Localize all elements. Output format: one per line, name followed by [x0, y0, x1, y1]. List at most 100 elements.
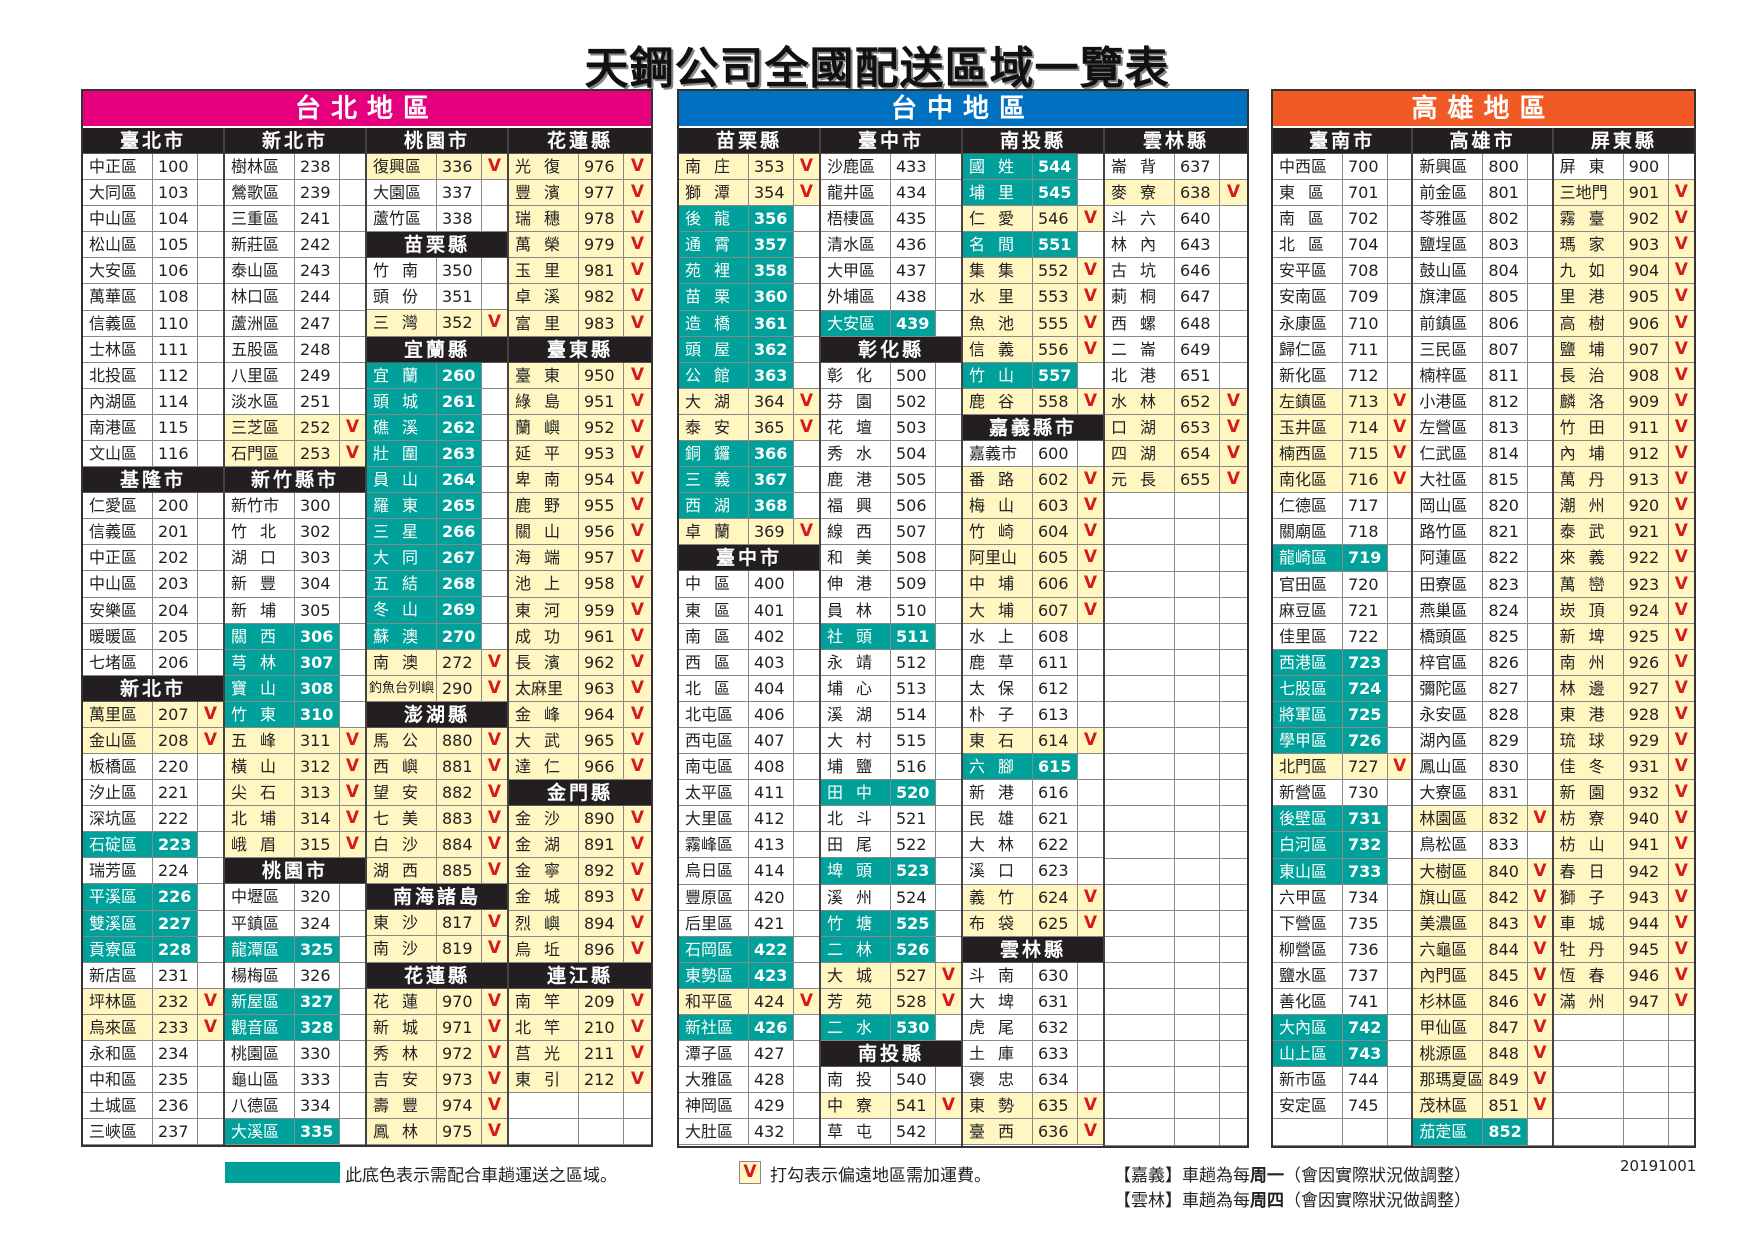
district-name: 小港區 [1413, 388, 1484, 414]
postal-code: 360 [749, 284, 794, 310]
district-row: 琉球 929 V [1553, 728, 1694, 755]
district-row: 尖石 313 V [225, 780, 365, 807]
postal-code: 248 [295, 336, 340, 362]
remote-check-icon: V [1078, 1093, 1103, 1119]
district-row: 鳳山區 830 [1413, 754, 1552, 781]
postal-code: 942 [1623, 858, 1669, 884]
district-row: 苑裡 358 [679, 258, 819, 285]
check-cell [1528, 832, 1551, 857]
district-name: 民雄 [963, 806, 1033, 832]
district-name [1105, 910, 1175, 936]
district-name: 瑞芳區 [83, 858, 153, 884]
remote-check-icon: V [624, 310, 651, 336]
district-name: 溪口 [963, 858, 1033, 884]
check-cell [1078, 180, 1103, 205]
check-cell [1078, 624, 1103, 649]
district-name: 花蓮 [367, 988, 437, 1014]
district-row: 溪州 524 [821, 884, 961, 911]
empty-row [1105, 1067, 1247, 1094]
district-row: 社頭 511 [821, 623, 961, 650]
check-cell [1528, 598, 1551, 623]
district-row: 三芝區 252 V [225, 414, 365, 442]
district-name: 柳營區 [1273, 936, 1343, 962]
district-name: 龍潭區 [225, 936, 295, 962]
postal-code: 320 [295, 884, 340, 910]
remote-check-icon: V [1668, 336, 1694, 362]
postal-code: 551 [1033, 232, 1078, 258]
postal-code: 831 [1483, 780, 1529, 806]
remote-check-icon: V [1668, 701, 1694, 728]
postal-code: 104 [153, 206, 198, 232]
district-row: 滿州 947 V [1553, 989, 1694, 1016]
postal-code: 357 [749, 232, 794, 258]
district-row: 瑞穗 978 V [509, 206, 651, 233]
check-cell [1388, 1067, 1411, 1092]
district-row: 海端 957 V [509, 545, 651, 572]
check-cell [1078, 702, 1103, 727]
columns: 苗栗縣 南庄 353 V 獅潭 354 V 後龍 356 通霄 357 苑裡 358 苗栗 360 造橋 361… [679, 128, 1247, 1146]
check-cell [1220, 1093, 1247, 1118]
district-name: 萬榮 [509, 232, 579, 258]
postal-code: 252 [295, 414, 340, 441]
postal-code [1175, 936, 1220, 962]
district-name: 太麻里 [509, 675, 579, 701]
postal-code: 812 [1483, 388, 1529, 414]
check-cell [1388, 232, 1411, 257]
district-name: 瑪家 [1553, 232, 1624, 258]
check-cell [794, 728, 819, 753]
district-row: 西湖 368 [679, 493, 819, 520]
district-name: 伸港 [821, 571, 891, 597]
postal-code: 108 [153, 284, 198, 310]
postal-code: 434 [891, 180, 936, 206]
postal-code: 907 [1623, 336, 1669, 362]
district-row: 旗津區 805 [1413, 284, 1552, 311]
postal-code: 502 [891, 388, 936, 414]
district-name: 大寮區 [1413, 780, 1484, 806]
district-row: 銅鑼 366 [679, 441, 819, 468]
check-cell [482, 571, 507, 596]
check-cell [624, 1119, 651, 1144]
district-row: 竹田 911 V [1553, 414, 1694, 442]
postal-code: 974 [437, 1092, 482, 1118]
district-name [1105, 1093, 1175, 1119]
postal-code [1175, 1041, 1220, 1067]
postal-code: 263 [437, 440, 482, 466]
district-row: 橋頭區 825 [1413, 623, 1552, 650]
postal-code: 975 [437, 1119, 482, 1145]
district-row: 新埔 305 [225, 597, 365, 624]
district-row: 三義 367 [679, 467, 819, 494]
district-name: 五股區 [225, 336, 295, 362]
check-cell [1220, 676, 1247, 701]
schedule-suffix: （會因實際狀況做調整） [1284, 1191, 1471, 1211]
postal-code: 411 [749, 780, 794, 806]
district-name: 外埔區 [821, 284, 891, 310]
district-row: 板橋區 220 [83, 753, 223, 781]
postal-code: 700 [1343, 154, 1388, 180]
remote-check-icon: V [624, 988, 651, 1014]
district-name: 汐止區 [83, 780, 153, 806]
postal-code: 505 [891, 467, 936, 493]
remote-check-icon: V [1668, 989, 1694, 1015]
remote-check-icon: V [482, 988, 507, 1014]
district-row: 大肚區 432 [679, 1119, 819, 1146]
postal-code: 911 [1623, 414, 1669, 441]
district-name: 新市區 [1273, 1067, 1343, 1093]
check-cell [482, 493, 507, 518]
postal-code: 334 [295, 1093, 340, 1119]
district-name: 橫山 [225, 754, 295, 780]
postal-code: 439 [891, 310, 936, 336]
remote-check-icon: V [1078, 545, 1103, 571]
check-cell [482, 258, 507, 283]
check-cell [1220, 911, 1247, 936]
district-row: 埔心 513 [821, 675, 961, 702]
postal-code: 290 [437, 675, 482, 701]
district-name: 芎林 [225, 649, 295, 675]
district-row: 員山 264 [367, 466, 507, 494]
postal-code [1624, 1015, 1669, 1041]
remote-check-icon: V [1668, 754, 1694, 780]
postal-code: 313 [295, 780, 340, 806]
district-row: 中山區 203 [83, 571, 223, 598]
column-header: 臺中市 [821, 128, 961, 154]
district-row: 南澳 272 V [367, 649, 507, 676]
district-column: 屏東縣 屏東 900 三地門 901 V 霧臺 902 V 瑪家 903 V 九如 904 V 里港 905 V 高… [1553, 128, 1694, 1146]
